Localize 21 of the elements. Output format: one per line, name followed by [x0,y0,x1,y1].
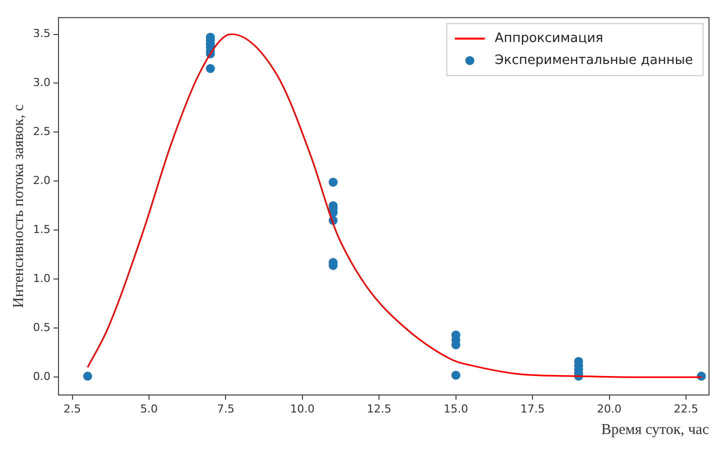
y-tick-label: 3.5 [32,27,50,40]
x-tick-label: 5.0 [140,402,158,416]
legend-label: Аппроксимация [494,30,604,46]
y-axis-title: Интенсивность потока заявок, с [10,104,27,308]
x-tick-label: 7.5 [216,402,234,416]
y-tick-label: 0.5 [32,321,50,334]
x-tick-label: 22.5 [674,402,698,416]
x-tick-label: 17.5 [520,402,545,416]
legend-label: Экспериментальные данные [494,52,694,68]
x-tick-label: 20.0 [597,402,622,416]
y-tick-label: 1.5 [32,223,50,236]
x-axis-title: Время суток, час [601,422,710,438]
x-tick-label: 12.5 [366,402,392,416]
x-tick-label: 10.0 [290,402,315,416]
y-tick-label: 2.0 [32,174,50,188]
x-tick-label: 15.0 [444,402,468,416]
y-tick-label: 3.0 [32,76,50,90]
x-tick-label: 2.5 [64,402,82,416]
y-tick-label: 1.0 [32,272,50,286]
y-tick-label: 0.0 [32,370,50,384]
y-tick-label: 2.5 [32,125,50,138]
